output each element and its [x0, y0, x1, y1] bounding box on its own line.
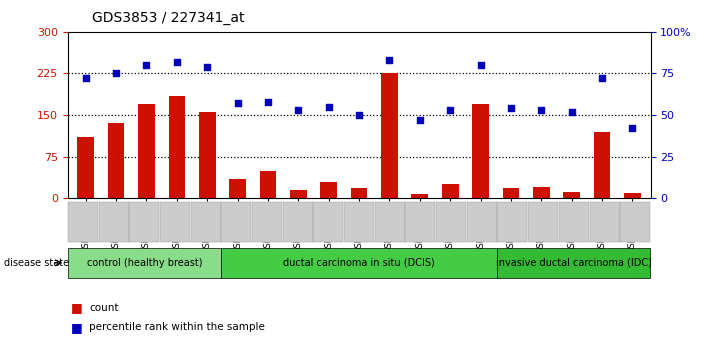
Bar [321, 182, 337, 198]
Point [80, 76, 92, 81]
Bar [138, 104, 155, 198]
Bar [351, 188, 368, 198]
Point [535, 107, 547, 113]
Bar [169, 96, 185, 198]
Text: ■: ■ [71, 321, 83, 334]
Point [262, 99, 274, 104]
Bar [108, 124, 124, 198]
Point [475, 62, 486, 68]
Bar [412, 194, 428, 198]
Point [171, 59, 183, 65]
Point [506, 105, 517, 111]
Point [626, 126, 638, 131]
Bar [472, 104, 489, 198]
Text: ■: ■ [71, 302, 83, 314]
Bar [594, 132, 610, 198]
Point [201, 64, 213, 70]
Text: count: count [89, 303, 118, 313]
Point [141, 62, 152, 68]
Bar [290, 190, 306, 198]
Bar [533, 187, 550, 198]
Bar [77, 137, 94, 198]
Bar [624, 193, 641, 198]
Bar [442, 184, 459, 198]
Point [414, 117, 425, 123]
Bar [199, 112, 215, 198]
Point [110, 71, 122, 76]
Text: disease state: disease state [4, 258, 69, 268]
Point [293, 107, 304, 113]
Point [323, 104, 334, 110]
Point [566, 109, 577, 115]
Point [384, 57, 395, 63]
Text: control (healthy breast): control (healthy breast) [87, 258, 202, 268]
Point [444, 107, 456, 113]
Bar [260, 171, 277, 198]
Point [597, 76, 608, 81]
Bar [229, 179, 246, 198]
Bar [563, 192, 580, 198]
Point [353, 112, 365, 118]
Point [232, 101, 243, 106]
Text: percentile rank within the sample: percentile rank within the sample [89, 322, 264, 332]
Bar [381, 74, 397, 198]
Bar [503, 188, 519, 198]
Text: GDS3853 / 227341_at: GDS3853 / 227341_at [92, 11, 245, 25]
Text: ductal carcinoma in situ (DCIS): ductal carcinoma in situ (DCIS) [283, 258, 435, 268]
Text: invasive ductal carcinoma (IDC): invasive ductal carcinoma (IDC) [496, 258, 652, 268]
